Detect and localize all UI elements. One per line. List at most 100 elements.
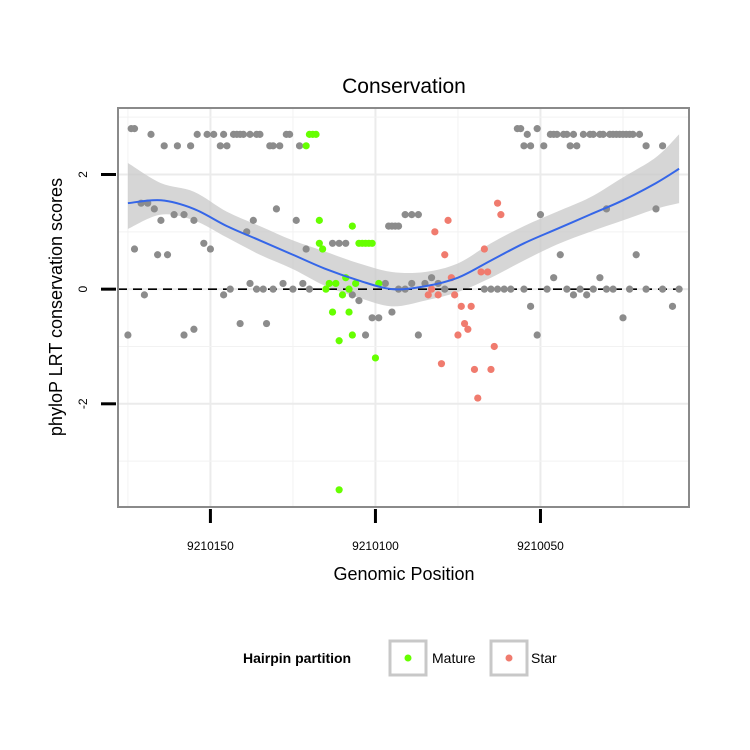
data-point-other: [619, 314, 627, 322]
data-point-other: [635, 130, 644, 138]
data-point-star: [480, 245, 488, 253]
data-point-other: [355, 297, 363, 305]
data-point-star: [444, 216, 452, 224]
data-point-other: [140, 291, 149, 299]
legend-label-mature: Mature: [432, 650, 476, 666]
data-point-mature: [312, 130, 320, 138]
smooth-trend-line: [127, 167, 680, 291]
data-point-other: [206, 245, 215, 253]
data-point-other: [299, 279, 307, 288]
data-point-other: [348, 291, 356, 299]
data-point-other: [658, 285, 667, 293]
data-point-star: [454, 331, 462, 339]
data-point-other: [675, 285, 683, 293]
data-point-other: [262, 319, 271, 328]
data-point-star: [431, 228, 439, 236]
data-point-other: [652, 205, 660, 213]
data-point-other: [596, 274, 604, 282]
data-point-other: [272, 205, 281, 213]
data-point-mature: [368, 239, 376, 247]
data-point-star: [470, 365, 479, 374]
data-point-other: [220, 291, 228, 299]
data-point-other: [589, 285, 597, 293]
chart-title: Conservation: [342, 75, 466, 98]
data-point-mature: [335, 486, 343, 494]
data-point-other: [157, 216, 165, 224]
data-point-other: [553, 130, 561, 138]
data-point-star: [424, 291, 432, 299]
x-tick-label: 9210150: [187, 539, 234, 553]
data-point-other: [563, 285, 571, 293]
data-point-other: [507, 285, 515, 293]
data-point-other: [493, 285, 502, 293]
data-point-star: [437, 360, 446, 368]
data-point-other: [401, 211, 409, 219]
data-point-other: [427, 274, 436, 282]
data-point-star: [490, 342, 498, 351]
data-point-other: [216, 142, 224, 150]
data-point-mature: [335, 337, 343, 345]
data-point-other: [599, 130, 607, 138]
data-point-star: [464, 325, 472, 333]
legend-key-mature: [404, 654, 412, 662]
data-point-other: [256, 130, 264, 138]
data-point-other: [583, 291, 591, 299]
data-point-other: [150, 205, 158, 213]
data-point-mature: [348, 222, 356, 230]
data-point-other: [190, 325, 198, 333]
data-point-other: [170, 211, 178, 219]
data-point-other: [124, 331, 132, 339]
data-point-other: [668, 302, 677, 310]
legend: Hairpin partition Mature Star: [243, 639, 557, 677]
data-point-other: [163, 251, 172, 259]
data-point-other: [335, 239, 343, 247]
data-point-other: [342, 239, 350, 247]
data-point-other: [193, 130, 201, 138]
data-point-other: [517, 125, 525, 133]
data-point-other: [305, 285, 314, 293]
data-point-other: [130, 245, 139, 253]
data-point-star: [441, 251, 449, 259]
data-point-other: [187, 142, 195, 150]
legend-label-star: Star: [531, 650, 557, 666]
data-point-other: [563, 130, 571, 138]
panel-border: [117, 107, 690, 508]
data-point-other: [414, 331, 422, 339]
data-point-mature: [332, 279, 340, 288]
data-point-other: [160, 142, 168, 150]
data-point-other: [246, 279, 254, 288]
data-point-other: [569, 291, 578, 299]
data-point-other: [629, 130, 637, 138]
data-point-other: [236, 319, 244, 328]
data-point-other: [381, 279, 389, 288]
data-point-other: [259, 285, 267, 293]
y-axis: -2 0 2: [76, 171, 116, 409]
data-point-mature: [315, 216, 323, 224]
smooth-confidence-band: [127, 134, 680, 307]
data-point-other: [394, 222, 403, 230]
data-point-mature: [371, 354, 380, 362]
data-point-other: [533, 125, 541, 133]
data-point-other: [246, 130, 254, 138]
data-point-other: [602, 285, 611, 293]
data-point-other: [269, 142, 277, 150]
data-point-other: [223, 142, 231, 150]
data-point-mature: [352, 279, 360, 288]
data-point-star: [477, 268, 485, 276]
data-point-mature: [302, 142, 310, 150]
data-point-other: [566, 142, 574, 150]
data-point-mature: [325, 279, 333, 288]
data-point-other: [543, 285, 551, 293]
data-point-other: [408, 279, 416, 288]
x-tick-label: 9210100: [352, 539, 399, 553]
data-point-mature: [328, 308, 337, 316]
data-point-other: [226, 285, 234, 293]
data-point-other: [203, 130, 211, 138]
data-point-other: [658, 142, 667, 150]
x-axis-title: Genomic Position: [333, 564, 474, 584]
data-point-other: [408, 211, 416, 219]
data-point-mature: [319, 245, 327, 253]
x-axis: 9210150 9210100 9210050: [187, 509, 564, 553]
data-point-other: [642, 142, 650, 150]
